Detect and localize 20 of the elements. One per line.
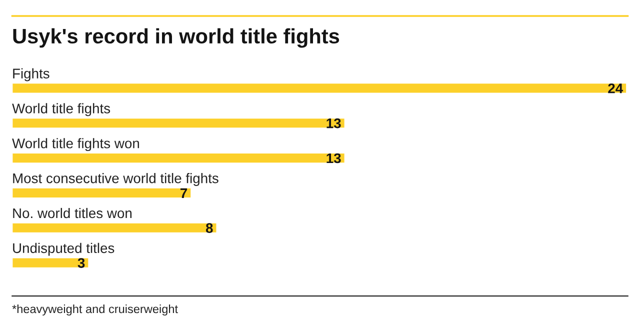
text: *heavyweight and cruiserweight [12,304,178,316]
data-label: 7 [180,188,188,198]
bar [12,82,628,94]
bar [12,152,346,164]
bar [12,187,192,199]
bar [12,222,218,234]
data-label: 8 [206,223,213,233]
y-tick-label: World title fights won [12,138,139,152]
y-tick-label: Fights [13,68,50,82]
y-tick-label: Undisputed titles [13,242,114,256]
y-tick-label: Most consecutive world title fights [13,173,218,186]
data-label: 24 [608,83,624,94]
chart-title: Usyk's record in world title fights [13,28,340,48]
data-label: 13 [326,118,341,128]
bar [12,256,90,269]
data-label: 13 [326,153,341,164]
y-tick-label: No. world titles won [13,208,132,218]
data-label: 3 [78,258,85,268]
bar [12,117,346,130]
y-tick-label: World title fights [12,103,110,116]
